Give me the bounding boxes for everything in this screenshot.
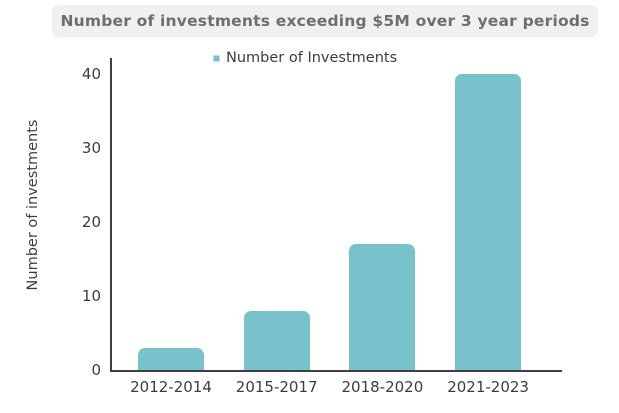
y-tick-label: 30 xyxy=(81,139,101,157)
legend: Number of Investments xyxy=(213,49,397,67)
x-tick-label: 2015-2017 xyxy=(235,378,318,396)
y-tick-label: 0 xyxy=(91,361,101,379)
legend-marker-icon xyxy=(213,54,220,62)
y-tick-label: 40 xyxy=(81,65,101,83)
x-axis-labels: 2012-2014 2015-2017 2018-2020 2021-2023 xyxy=(110,378,562,400)
y-tick-label: 20 xyxy=(81,213,101,231)
bar-2018-2020 xyxy=(349,244,416,370)
plot-area xyxy=(110,58,562,372)
x-tick-label: 2018-2020 xyxy=(341,378,424,396)
y-axis-ticks: 0 10 20 30 40 xyxy=(0,58,101,379)
x-tick-label: 2012-2014 xyxy=(130,378,212,396)
bar-2015-2017 xyxy=(243,310,310,370)
y-tick-label: 10 xyxy=(81,287,101,305)
bar-2012-2014 xyxy=(138,347,204,370)
legend-label: Number of Investments xyxy=(226,50,398,66)
bar-2021-2023 xyxy=(455,74,522,370)
x-tick-label: 2021-2023 xyxy=(447,378,529,396)
chart-title: Number of investments exceeding $5M over… xyxy=(52,5,598,37)
chart-title-text: Number of investments exceeding $5M over… xyxy=(60,12,590,30)
